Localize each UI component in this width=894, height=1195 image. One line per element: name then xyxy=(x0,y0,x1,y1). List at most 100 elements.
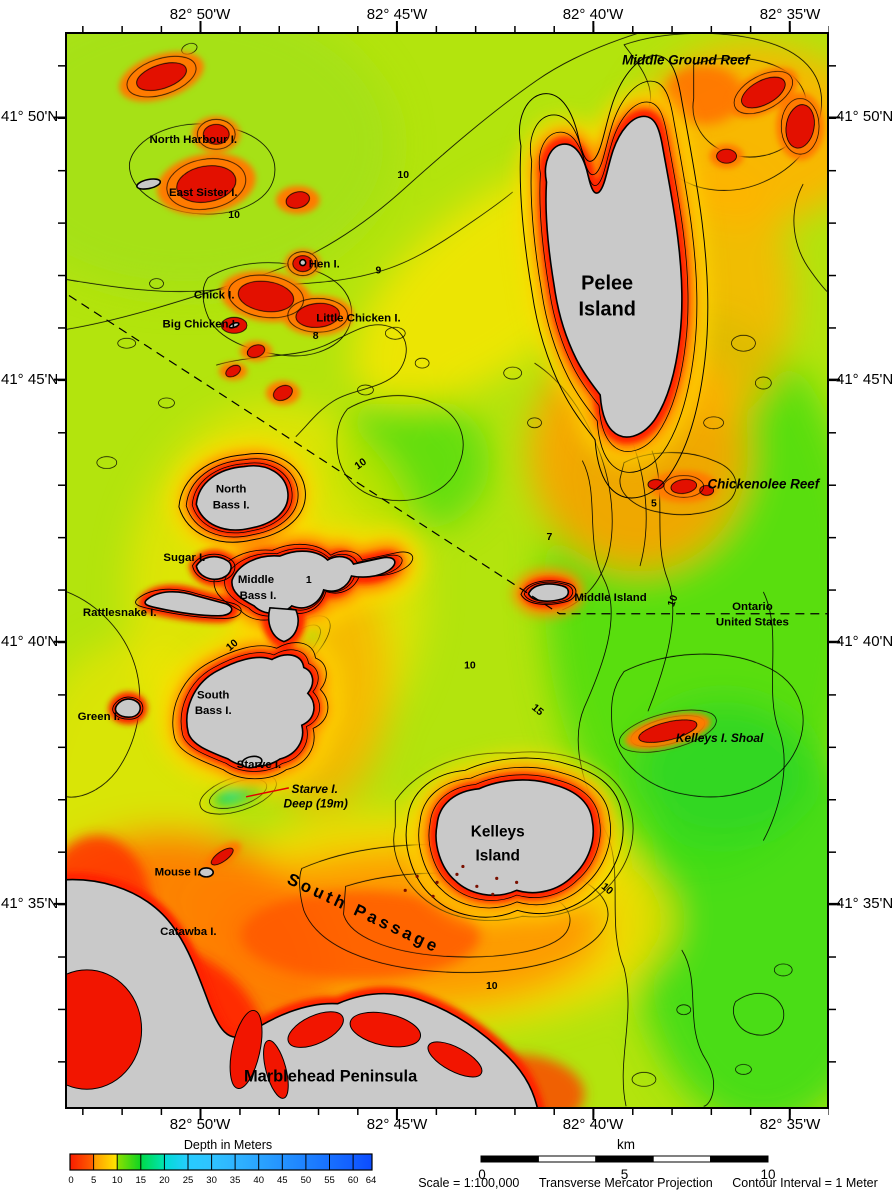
legend-tick: 15 xyxy=(136,1175,147,1186)
label-ontario: Ontario xyxy=(732,601,773,613)
starve-deep-leader-line xyxy=(245,787,289,798)
legend-tick: 60 xyxy=(348,1175,359,1186)
map-caption: Scale = 1:100,000 Transverse Mercator Pr… xyxy=(408,1176,888,1190)
axis-label-bottom-4: 82° 35'W xyxy=(759,1116,821,1133)
legend-tick: 5 xyxy=(91,1175,96,1186)
axis-label-left-3: 41° 40'N xyxy=(1,633,59,650)
contour-label: 7 xyxy=(547,532,553,543)
label-east-sister-island: East Sister I. xyxy=(169,187,238,199)
contour-label: 5 xyxy=(651,498,657,509)
axis-label-bottom-1: 82° 50'W xyxy=(169,1116,231,1133)
island-shape-hen xyxy=(298,258,307,267)
label-starve-deep-line2: Deep (19m) xyxy=(284,797,348,811)
label-north-harbour-island: North Harbour I. xyxy=(150,134,238,146)
label-hen-island: Hen I. xyxy=(309,259,340,271)
contour-label: 8 xyxy=(313,331,319,342)
label-middle-bass-line2: Bass I. xyxy=(240,590,277,602)
label-chickenolee-reef: Chickenolee Reef xyxy=(707,476,820,491)
axis-label-top-1: 82° 50'W xyxy=(169,6,231,23)
label-kelleys-island-shoal: Kelleys I. Shoal xyxy=(676,731,764,745)
scalebar-tick-labels: 0 5 10 xyxy=(478,1167,775,1182)
shoal-dots xyxy=(403,864,519,898)
legend-tick: 20 xyxy=(159,1175,170,1186)
label-starve-island: Starve I. xyxy=(237,759,281,771)
contour-label: 1 xyxy=(306,575,312,586)
international-boundary-line xyxy=(68,294,827,615)
legend-colorbar xyxy=(69,1153,373,1171)
label-starve-deep-line1: Starve I. xyxy=(292,782,338,796)
label-sugar-island: Sugar I. xyxy=(163,552,205,564)
depth-contours xyxy=(67,34,827,1107)
axis-label-top-2: 82° 45'W xyxy=(366,6,428,23)
contour-label: 10 xyxy=(666,593,680,608)
label-united-states: United States xyxy=(716,617,789,629)
legend-tick: 35 xyxy=(230,1175,241,1186)
label-kelleys-island-line2: Island xyxy=(475,847,520,864)
island-shape-starve xyxy=(241,755,263,769)
label-mouse-island: Mouse I. xyxy=(155,866,201,878)
label-green-island: Green I. xyxy=(78,711,121,723)
label-chick-island: Chick I. xyxy=(194,289,235,301)
label-pelee-island-line2: Island xyxy=(578,298,635,320)
label-middle-bass-line1: Middle xyxy=(238,574,274,586)
island-shape-big-chicken xyxy=(228,321,240,329)
axis-label-left-4: 41° 35'N xyxy=(1,895,59,912)
axis-label-right-3: 41° 40'N xyxy=(836,633,894,650)
contour-label: 10 xyxy=(464,660,476,671)
bathymetry-map: 10 10 9 8 10 7 5 1 10 10 10 15 10 10 Mid… xyxy=(67,34,827,1107)
axis-label-left-2: 41° 45'N xyxy=(1,371,59,388)
legend-tick: 10 xyxy=(112,1175,123,1186)
legend-tick: 50 xyxy=(301,1175,312,1186)
label-middle-ground-reef: Middle Ground Reef xyxy=(622,53,751,68)
contour-label: 10 xyxy=(486,981,498,992)
axis-label-right-1: 41° 50'N xyxy=(836,108,894,125)
top-minor-ticks xyxy=(65,26,829,32)
right-minor-ticks xyxy=(829,32,836,1109)
axis-label-top-3: 82° 40'W xyxy=(562,6,624,23)
label-big-chicken-island: Big Chicken I. xyxy=(163,318,239,330)
label-south-bass-line1: South xyxy=(197,689,229,701)
map-frame: 10 10 9 8 10 7 5 1 10 10 10 15 10 10 Mid… xyxy=(65,32,829,1109)
axis-label-right-2: 41° 45'N xyxy=(836,371,894,388)
label-pelee-island-line1: Pelee xyxy=(581,272,633,294)
label-rattlesnake-island: Rattlesnake I. xyxy=(83,607,157,619)
legend-dividers xyxy=(93,1154,354,1170)
shore-shallow-water xyxy=(67,969,483,1099)
legend-title: Depth in Meters xyxy=(184,1138,272,1152)
legend-tick: 25 xyxy=(183,1175,194,1186)
label-little-chicken-island: Little Chicken I. xyxy=(316,312,400,324)
scalebar-tick: 0 xyxy=(478,1167,486,1182)
legend-tick: 45 xyxy=(277,1175,288,1186)
islands xyxy=(67,115,683,1107)
scalebar-segments xyxy=(480,1155,769,1163)
axis-label-right-4: 41° 35'N xyxy=(836,895,894,912)
axis-label-bottom-3: 82° 40'W xyxy=(562,1116,624,1133)
map-scale-bar: km 0 5 10 xyxy=(478,1137,775,1182)
axis-label-top-4: 82° 35'W xyxy=(759,6,821,23)
legend-tick: 55 xyxy=(324,1175,335,1186)
legend-tick: 30 xyxy=(206,1175,217,1186)
label-marblehead-peninsula: Marblehead Peninsula xyxy=(244,1067,418,1085)
scalebar-tick: 5 xyxy=(621,1167,629,1182)
label-north-bass-line2: Bass I. xyxy=(213,499,250,511)
contour-label: 10 xyxy=(397,170,409,181)
legend-tick: 64 xyxy=(366,1175,377,1186)
contour-label: 10 xyxy=(228,210,240,221)
island-shape-east-sister xyxy=(136,178,162,190)
label-catawba-island: Catawba I. xyxy=(160,926,216,938)
legend-tick: 0 xyxy=(68,1175,73,1186)
legend-tick: 40 xyxy=(253,1175,264,1186)
scalebar-tick: 10 xyxy=(760,1167,775,1182)
caption-scale: Scale = 1:100,000 xyxy=(418,1176,520,1190)
left-minor-ticks xyxy=(58,32,65,1109)
bottom-minor-ticks xyxy=(65,1109,829,1115)
depth-legend: Depth in Meters 0 5 10 15 20 25 30 35 40… xyxy=(68,1138,376,1186)
label-middle-island: Middle Island xyxy=(574,592,646,604)
caption-contour-interval: Contour Interval = 1 Meter xyxy=(732,1176,878,1190)
label-north-bass-line1: North xyxy=(216,483,246,495)
legend-tick-labels: 0 5 10 15 20 25 30 35 40 45 50 55 60 64 xyxy=(68,1175,376,1186)
label-kelleys-island-line1: Kelleys xyxy=(471,824,525,841)
contour-label: 9 xyxy=(375,266,381,277)
island-shape-mouse xyxy=(198,867,215,878)
